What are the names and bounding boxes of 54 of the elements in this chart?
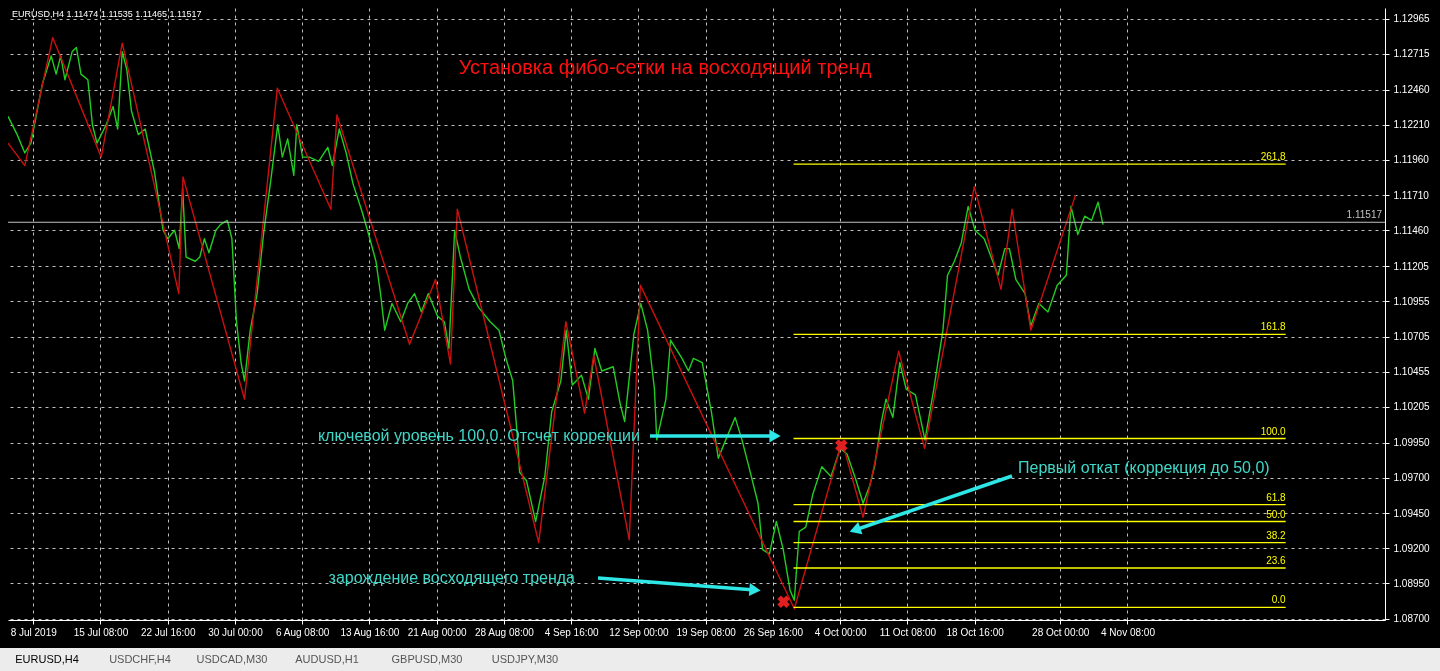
y-tick-label: 1.09700 [1393,472,1431,484]
ref-line-label: 1.11517 [1346,209,1383,221]
annotation: 100.0 [1260,425,1287,437]
annotation: 0.0 [1271,594,1287,606]
y-tick-label: 1.11960 [1393,154,1430,166]
annotation: зарождение восходящего тренда [328,569,576,586]
y-tick-label: 1.09200 [1393,542,1431,554]
y-tick-label: 1.11460 [1393,224,1430,236]
text: EURUSD,H4 [15,653,79,665]
y-tick-label: 1.10205 [1393,401,1431,413]
y-tick-label: 1.08700 [1393,613,1431,625]
y-tick-label: 1.11710 [1393,189,1430,201]
annotation: Первый откат (коррекция до 50,0) [1018,459,1270,476]
y-tick-label: 1.11205 [1393,260,1430,272]
x-tick-label: 4 Sep 16:00 [544,626,600,638]
y-tick-label: 1.12715 [1393,48,1431,60]
x-tick-label: 4 Nov 08:00 [1101,626,1156,638]
x-tick-label: 19 Sep 08:00 [676,626,737,638]
text: USDCHF,H4 [109,653,171,665]
annotation: 61.8 [1266,491,1287,503]
x-tick-label: 15 Jul 08:00 [73,626,129,638]
annotation: 23.6 [1266,554,1287,566]
x-tick-label: 18 Oct 16:00 [946,626,1005,638]
x-tick-label: 8 Jul 2019 [10,626,58,638]
x-tick-label: 13 Aug 16:00 [340,626,400,638]
y-tick-label: 1.12460 [1393,84,1431,96]
text: Установка фибо-сетки на восходящий тренд [458,56,872,78]
text: USDCAD,M30 [196,653,268,665]
annotation: 161.8 [1260,321,1287,333]
annotation: 50.0 [1266,508,1287,520]
y-tick-label: 1.10705 [1393,331,1431,343]
x-tick-label: 4 Oct 00:00 [814,626,867,638]
x-tick-label: 21 Aug 00:00 [407,626,468,638]
x-tick-label: 30 Jul 00:00 [208,626,264,638]
annotation: 261.8 [1260,151,1287,163]
x-tick-label: 28 Aug 08:00 [474,626,535,638]
x-tick-label: 26 Sep 16:00 [743,626,804,638]
x-tick-label: 22 Jul 16:00 [140,626,196,638]
y-tick-label: 1.09450 [1393,507,1431,519]
x-tick-label: 28 Oct 00:00 [1032,626,1090,638]
y-tick-label: 1.10455 [1393,366,1431,378]
y-tick-label: 1.10955 [1393,295,1431,307]
x-tick-label: 6 Aug 08:00 [276,626,330,638]
annotation: 38.2 [1266,529,1287,541]
y-tick-label: 1.12965 [1393,13,1431,25]
y-tick-label: 1.09950 [1393,437,1431,449]
x-tick-label: 11 Oct 08:00 [879,626,937,638]
text: GBPUSD,M30 [391,653,463,665]
x-tick-label: 12 Sep 00:00 [609,626,670,638]
y-tick-label: 1.12210 [1393,119,1431,131]
annotation: EURUSD,H4 1.11474 1.11535 1.11465 1.11517 [12,9,202,19]
text: USDJPY,M30 [491,653,559,665]
text: AUDUSD,H1 [295,653,359,665]
y-tick-label: 1.08950 [1393,577,1431,589]
